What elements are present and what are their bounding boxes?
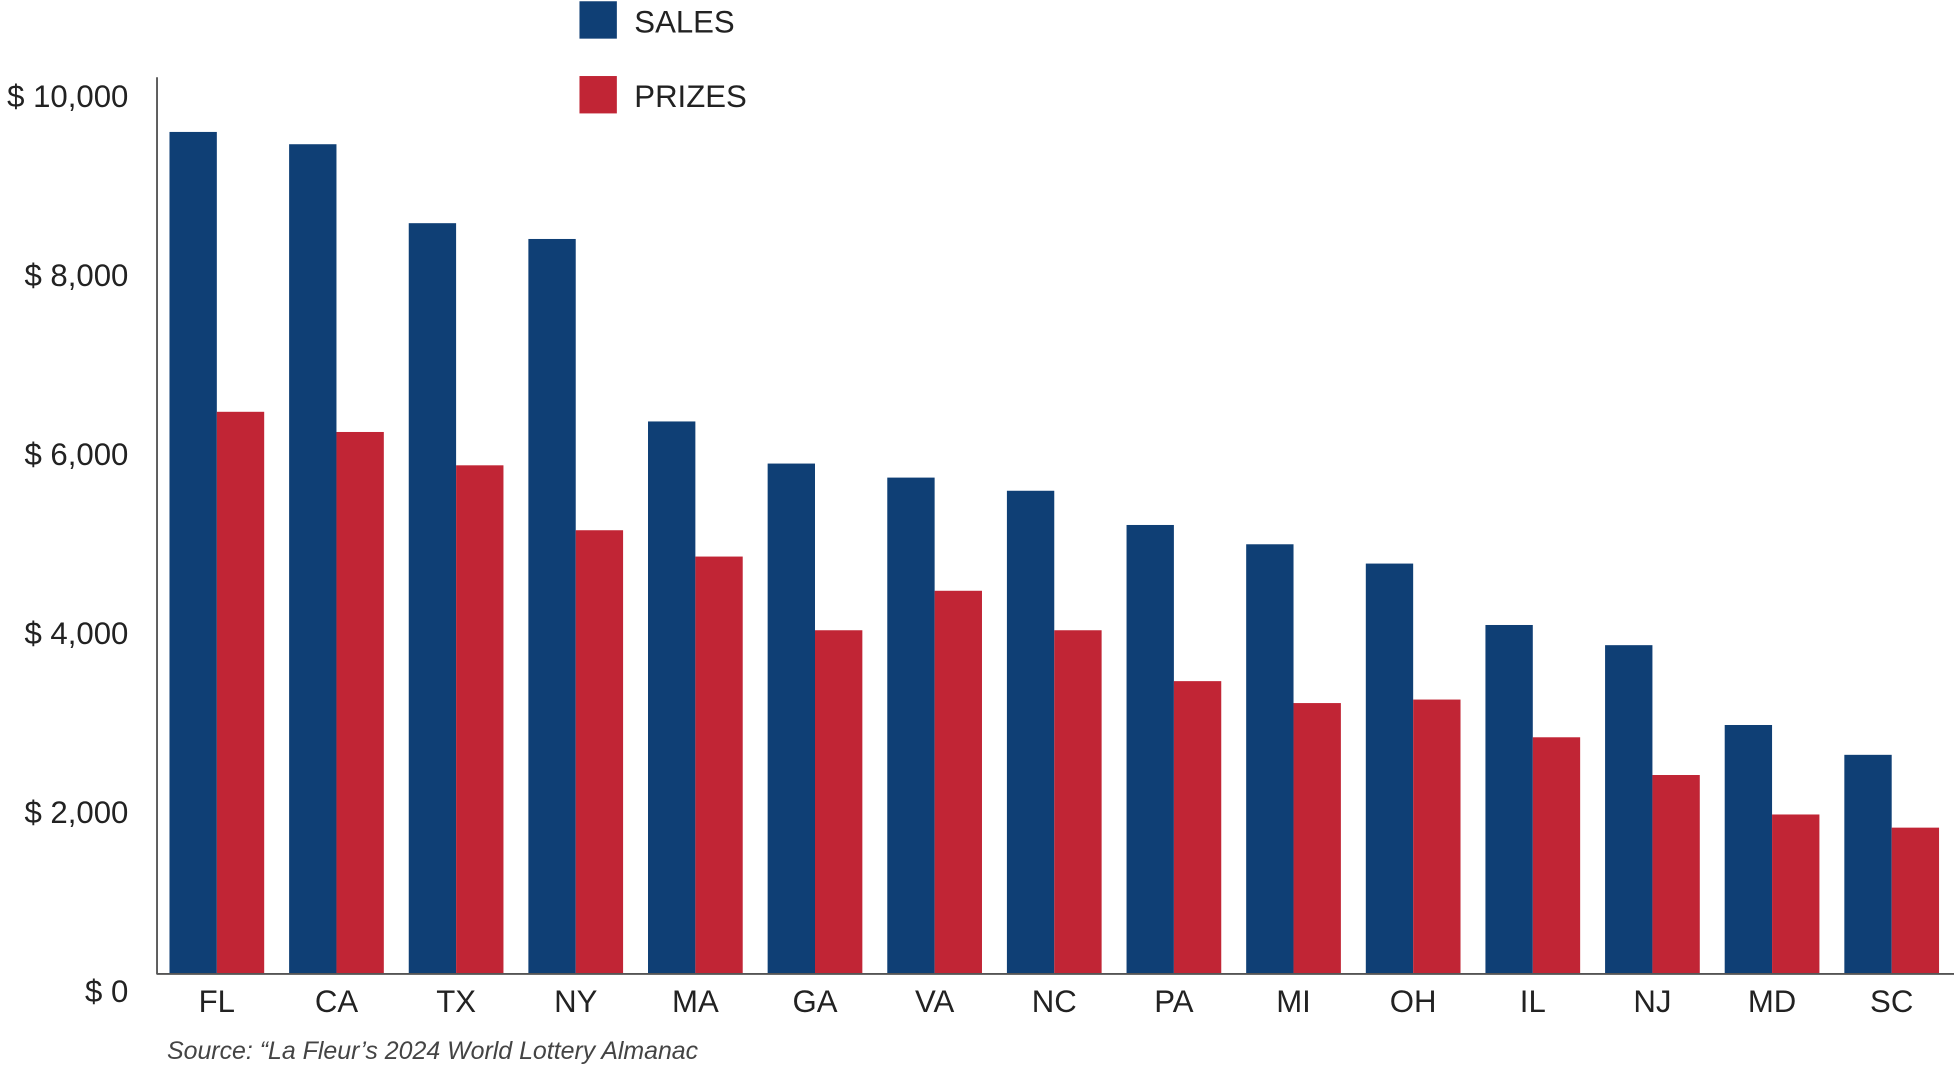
x-tick-label: NY bbox=[554, 984, 597, 1019]
bar-sales-mi bbox=[1246, 544, 1294, 974]
x-tick-label: MI bbox=[1276, 984, 1311, 1019]
bar-prizes-nc bbox=[1054, 630, 1102, 974]
x-tick-label: TX bbox=[436, 984, 476, 1019]
bar-sales-il bbox=[1485, 624, 1533, 974]
x-tick-label: GA bbox=[792, 984, 837, 1019]
bar-prizes-ca bbox=[336, 431, 384, 974]
bar-sales-ca bbox=[289, 144, 337, 974]
bar-sales-ny bbox=[528, 238, 576, 974]
x-axis-ticks: FL CA TX NY MA GA VA NC PA MI OH IL NJ MD SC bbox=[199, 984, 1914, 1019]
x-tick-label: OH bbox=[1390, 984, 1437, 1019]
bar-prizes-ny bbox=[575, 530, 624, 974]
bar-prizes-fl bbox=[216, 411, 265, 974]
bar-prizes-tx bbox=[456, 465, 504, 974]
y-tick-label: $ 6,000 bbox=[24, 437, 128, 472]
x-tick-label: NJ bbox=[1633, 984, 1671, 1019]
source-note: Source: “La Fleur’s 2024 World Lottery A… bbox=[167, 1037, 699, 1065]
x-tick-label: NC bbox=[1032, 984, 1077, 1019]
bar-sales-ga bbox=[767, 463, 815, 974]
bar-prizes-ga bbox=[814, 630, 863, 974]
bars bbox=[169, 131, 1940, 974]
x-tick-label: MD bbox=[1748, 984, 1796, 1019]
legend-swatch-sales bbox=[579, 1, 617, 39]
legend-swatch-prizes bbox=[579, 76, 617, 114]
x-tick-label: MA bbox=[672, 984, 719, 1019]
bar-prizes-mi bbox=[1293, 703, 1341, 974]
bar-sales-va bbox=[887, 477, 935, 974]
bar-sales-md bbox=[1724, 724, 1773, 974]
x-tick-label: FL bbox=[199, 984, 235, 1019]
legend-label-sales: SALES bbox=[634, 4, 734, 39]
bar-prizes-sc bbox=[1891, 827, 1940, 974]
bar-prizes-ma bbox=[695, 556, 743, 974]
bar-sales-nj bbox=[1605, 645, 1653, 974]
x-tick-label: VA bbox=[915, 984, 954, 1019]
bar-prizes-il bbox=[1532, 737, 1581, 974]
legend-label-prizes: PRIZES bbox=[634, 79, 746, 114]
y-tick-label: $ 0 bbox=[85, 974, 128, 1009]
bar-sales-fl bbox=[169, 131, 217, 974]
bar-prizes-oh bbox=[1413, 699, 1461, 974]
y-tick-label: $ 4,000 bbox=[24, 616, 128, 651]
bar-sales-nc bbox=[1006, 490, 1055, 974]
bar-sales-pa bbox=[1126, 524, 1174, 974]
bar-sales-tx bbox=[408, 223, 457, 974]
bar-prizes-nj bbox=[1652, 775, 1700, 974]
x-tick-label: PA bbox=[1154, 984, 1193, 1019]
bar-sales-oh bbox=[1365, 563, 1414, 974]
y-tick-label: $ 2,000 bbox=[24, 795, 128, 830]
x-tick-label: SC bbox=[1870, 984, 1913, 1019]
x-tick-label: IL bbox=[1520, 984, 1546, 1019]
y-tick-label: $ 8,000 bbox=[24, 258, 128, 293]
bar-prizes-va bbox=[934, 590, 982, 974]
x-tick-label: CA bbox=[315, 984, 358, 1019]
bar-sales-sc bbox=[1844, 754, 1892, 974]
y-tick-label: $ 10,000 bbox=[7, 79, 128, 114]
bar-sales-ma bbox=[648, 421, 696, 974]
legend: SALES PRIZES bbox=[579, 1, 747, 114]
bar-prizes-md bbox=[1772, 814, 1820, 974]
bar-prizes-pa bbox=[1173, 681, 1222, 974]
y-axis-ticks: $ 0 $ 2,000 $ 4,000 $ 6,000 $ 8,000 $ 10,000 bbox=[7, 79, 128, 1009]
